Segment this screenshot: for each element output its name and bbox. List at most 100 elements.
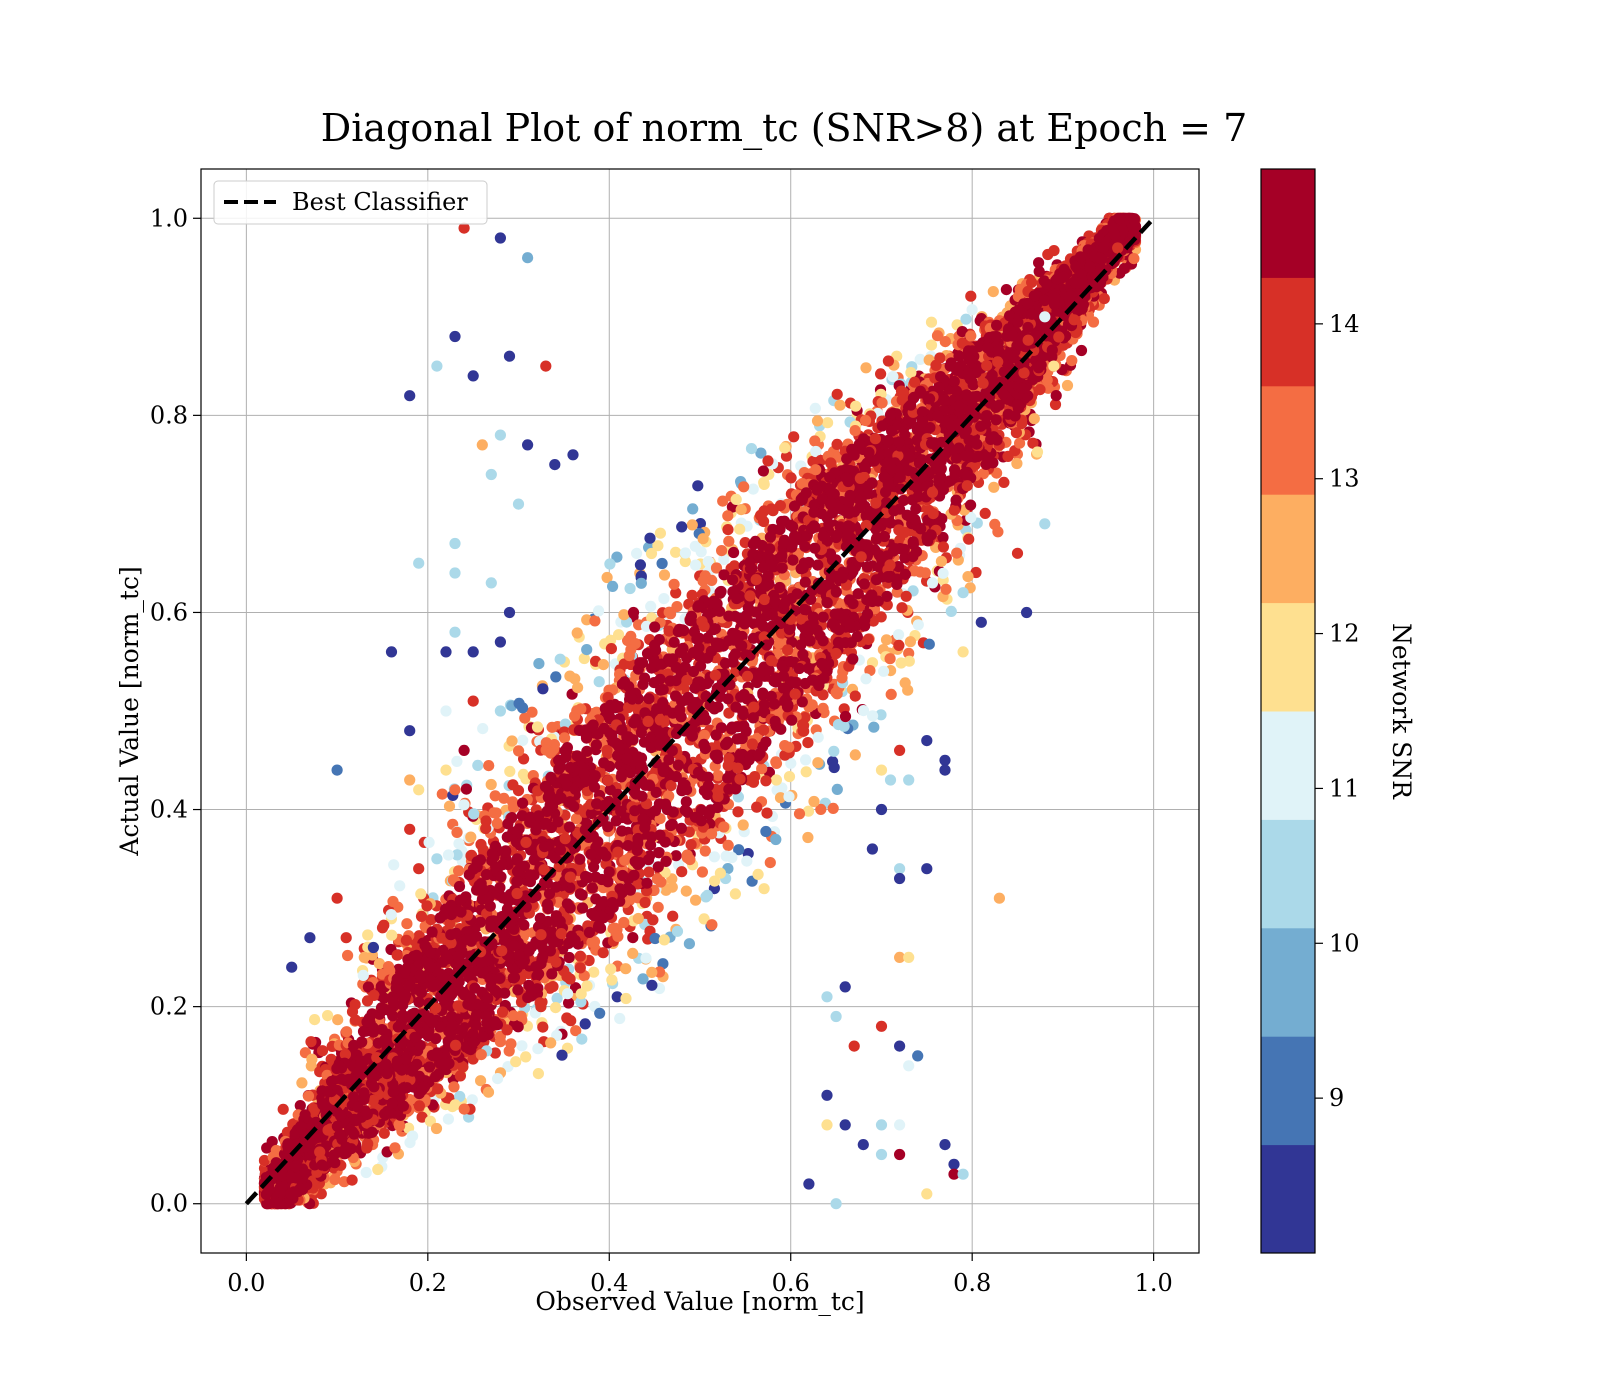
scatter-point bbox=[465, 831, 477, 843]
scatter-point bbox=[634, 559, 647, 571]
scatter-point bbox=[306, 1053, 318, 1065]
scatter-point bbox=[623, 702, 635, 714]
scatter-point bbox=[764, 857, 776, 869]
scatter-point bbox=[687, 503, 699, 515]
scatter-point bbox=[697, 575, 709, 587]
scatter-point bbox=[360, 1166, 372, 1179]
scatter-point bbox=[680, 885, 692, 897]
scatter-point bbox=[756, 763, 768, 775]
scatter-point bbox=[965, 511, 977, 524]
scatter-point bbox=[545, 747, 557, 759]
scatter-point bbox=[593, 605, 605, 617]
scatter-point bbox=[542, 903, 554, 915]
scatter-point bbox=[670, 546, 682, 558]
scatter-point bbox=[1041, 374, 1053, 386]
scatter-point bbox=[315, 1188, 327, 1200]
scatter-point bbox=[1033, 265, 1045, 278]
scatter-point bbox=[575, 703, 587, 715]
scatter-point bbox=[550, 1002, 562, 1014]
scatter-point bbox=[698, 913, 710, 925]
scatter-point bbox=[717, 495, 729, 507]
scatter-point bbox=[875, 611, 887, 623]
scatter-point bbox=[627, 606, 640, 619]
scatter-point bbox=[930, 359, 942, 371]
scatter-point bbox=[506, 735, 518, 747]
scatter-point bbox=[686, 519, 698, 531]
scatter-point bbox=[800, 754, 812, 766]
scatter-point bbox=[468, 808, 480, 820]
scatter-point bbox=[884, 653, 896, 665]
scatter-point bbox=[258, 1154, 271, 1167]
scatter-point bbox=[368, 989, 380, 1002]
scatter-point bbox=[686, 589, 698, 601]
scatter-point bbox=[802, 737, 814, 749]
scatter-point bbox=[581, 980, 593, 992]
scatter-point bbox=[860, 414, 872, 427]
scatter-point bbox=[432, 1083, 444, 1095]
scatter-point bbox=[645, 547, 658, 560]
scatter-point bbox=[680, 796, 692, 808]
scatter-point bbox=[737, 819, 749, 831]
scatter-point bbox=[812, 731, 824, 743]
scatter-point bbox=[346, 1174, 358, 1186]
scatter-point bbox=[747, 776, 760, 788]
scatter-point bbox=[730, 493, 742, 505]
scatter-point bbox=[517, 734, 529, 747]
scatter-point bbox=[937, 541, 950, 553]
scatter-point bbox=[828, 761, 840, 774]
scatter-point bbox=[294, 1100, 306, 1112]
scatter-point bbox=[581, 644, 593, 656]
scatter-point bbox=[322, 1010, 334, 1022]
scatter-point bbox=[443, 800, 456, 812]
scatter-point bbox=[415, 888, 427, 900]
scatter-point bbox=[770, 756, 782, 768]
scatter-point bbox=[667, 910, 679, 922]
scatter-point bbox=[827, 802, 839, 815]
scatter-point bbox=[831, 438, 843, 450]
scatter-point bbox=[341, 1026, 353, 1038]
scatter-point bbox=[935, 555, 948, 567]
scatter-point bbox=[671, 925, 684, 937]
scatter-point bbox=[761, 807, 773, 819]
scatter-point bbox=[576, 1033, 588, 1045]
scatter-point bbox=[861, 561, 874, 573]
scatter-point bbox=[729, 888, 742, 900]
scatter-point bbox=[647, 914, 659, 926]
scatter-point bbox=[695, 546, 707, 558]
scatter-point bbox=[593, 676, 605, 688]
scatter-point bbox=[878, 665, 890, 677]
scatter-point bbox=[893, 639, 905, 652]
scatter-point bbox=[532, 1043, 544, 1055]
scatter-point bbox=[914, 353, 926, 365]
scatter-point bbox=[698, 729, 711, 741]
scatter-point bbox=[640, 952, 652, 964]
scatter-point bbox=[537, 1021, 549, 1033]
scatter-point bbox=[1128, 253, 1140, 265]
scatter-point bbox=[800, 766, 812, 778]
scatter-point bbox=[676, 866, 688, 878]
scatter-point bbox=[683, 938, 696, 950]
scatter-point bbox=[627, 947, 639, 960]
scatter-point bbox=[668, 578, 680, 590]
scatter-point bbox=[812, 757, 824, 769]
scatter-point bbox=[653, 847, 665, 859]
scatter-point bbox=[597, 947, 609, 959]
scatter-point bbox=[475, 838, 487, 851]
scatter-point bbox=[400, 934, 412, 946]
scatter-point bbox=[416, 1111, 428, 1123]
scatter-point bbox=[658, 593, 670, 605]
scatter-point bbox=[849, 749, 861, 761]
scatter-point bbox=[729, 648, 742, 660]
scatter-point bbox=[611, 991, 623, 1003]
scatter-point bbox=[783, 791, 795, 803]
scatter-point bbox=[574, 950, 586, 962]
scatter-point bbox=[809, 435, 821, 447]
scatter-point bbox=[378, 1127, 390, 1139]
scatter-point bbox=[581, 614, 593, 626]
scatter-point bbox=[623, 650, 635, 662]
scatter-point bbox=[966, 304, 978, 316]
scatter-point bbox=[640, 620, 653, 633]
scatter-point bbox=[817, 635, 829, 647]
scatter-point bbox=[546, 968, 558, 980]
